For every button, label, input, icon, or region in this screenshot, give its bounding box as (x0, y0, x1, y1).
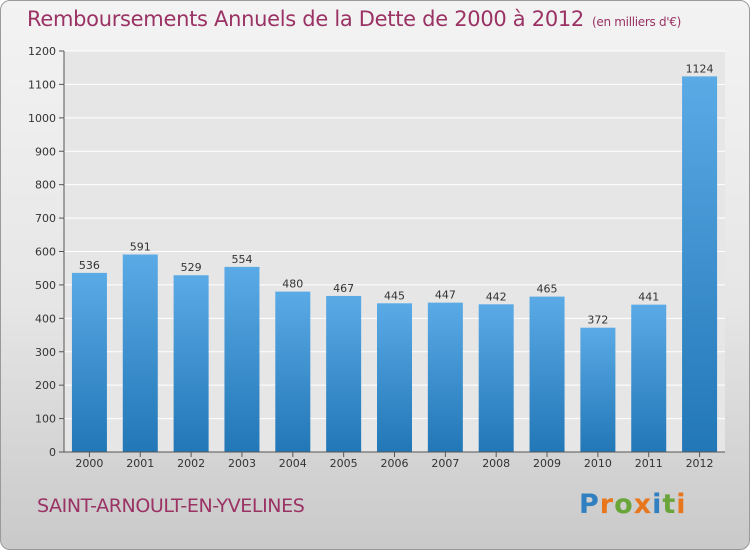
bar-value-label: 536 (79, 259, 100, 272)
commune-name: SAINT-ARNOULT-EN-YVELINES (37, 495, 305, 517)
y-tick-label: 100 (35, 413, 56, 426)
bar (326, 295, 362, 452)
bar-value-label: 529 (181, 261, 202, 274)
bar-value-label: 441 (638, 291, 659, 304)
proxiti-logo: Proxiti (579, 489, 687, 520)
chart-title-text: Remboursements Annuels de la Dette de 20… (27, 7, 584, 31)
y-tick-label: 500 (35, 279, 56, 292)
x-tick-label: 2003 (228, 457, 256, 470)
x-tick-label: 2004 (279, 457, 307, 470)
bar (682, 76, 718, 452)
x-tick-label: 2011 (635, 457, 663, 470)
chart-title: Remboursements Annuels de la Dette de 20… (27, 7, 681, 31)
x-tick-label: 2008 (482, 457, 510, 470)
x-tick-label: 2007 (431, 457, 459, 470)
bar-value-label: 480 (282, 278, 303, 291)
y-tick-label: 700 (35, 212, 56, 225)
x-tick-label: 2009 (533, 457, 561, 470)
logo-letter: o (614, 489, 634, 520)
bar (122, 254, 158, 452)
bar-value-label: 465 (537, 283, 558, 296)
bar (529, 296, 565, 452)
y-tick-label: 600 (35, 246, 56, 259)
y-tick-label: 300 (35, 346, 56, 359)
bar (631, 304, 667, 452)
y-tick-label: 1000 (28, 112, 56, 125)
bar-value-label: 447 (435, 289, 456, 302)
bar-value-label: 591 (130, 241, 151, 254)
x-tick-label: 2006 (381, 457, 409, 470)
logo-letter: i (652, 489, 663, 520)
bar-value-label: 467 (333, 282, 354, 295)
bar (377, 303, 412, 452)
bar-value-label: 442 (486, 290, 507, 303)
y-tick-label: 800 (35, 179, 56, 192)
x-tick-label: 2002 (177, 457, 205, 470)
bar-value-label: 445 (384, 289, 405, 302)
bar (224, 266, 260, 452)
logo-letter: r (599, 489, 615, 520)
y-tick-label: 1100 (28, 78, 56, 91)
y-tick-label: 400 (35, 312, 56, 325)
logo-letter: P (579, 489, 600, 520)
logo-letter: i (676, 489, 687, 520)
bar (71, 272, 107, 452)
logo-letter: x (633, 489, 653, 520)
bar (427, 302, 463, 452)
bar-value-label: 554 (231, 253, 252, 266)
y-tick-label: 900 (35, 145, 56, 158)
x-tick-label: 2001 (126, 457, 154, 470)
bar-value-label: 372 (587, 314, 608, 327)
y-tick-label: 1200 (28, 45, 56, 58)
bar (580, 327, 616, 452)
chart-unit: (en milliers d'€) (592, 15, 682, 29)
bars: 536 591 529 554 480 467 445 447 442 465 372 441 1124 (71, 62, 718, 452)
logo-letter: t (662, 489, 677, 520)
x-tick-label: 2010 (584, 457, 612, 470)
bar (275, 291, 311, 452)
y-tick-label: 200 (35, 379, 56, 392)
bar (478, 304, 514, 452)
x-axis: 2000 2001 2002 2003 2004 2005 2006 2007 2008 2009… (64, 451, 725, 470)
y-tick-label: 0 (49, 446, 56, 459)
x-tick-label: 2000 (75, 457, 103, 470)
x-tick-label: 2005 (330, 457, 358, 470)
bar (173, 275, 209, 452)
y-axis: 0 100 200 300 400 500 600 700 800 900 1000 1100 1200 (28, 45, 65, 459)
bar-value-label: 1124 (686, 62, 714, 75)
x-tick-label: 2012 (686, 457, 714, 470)
